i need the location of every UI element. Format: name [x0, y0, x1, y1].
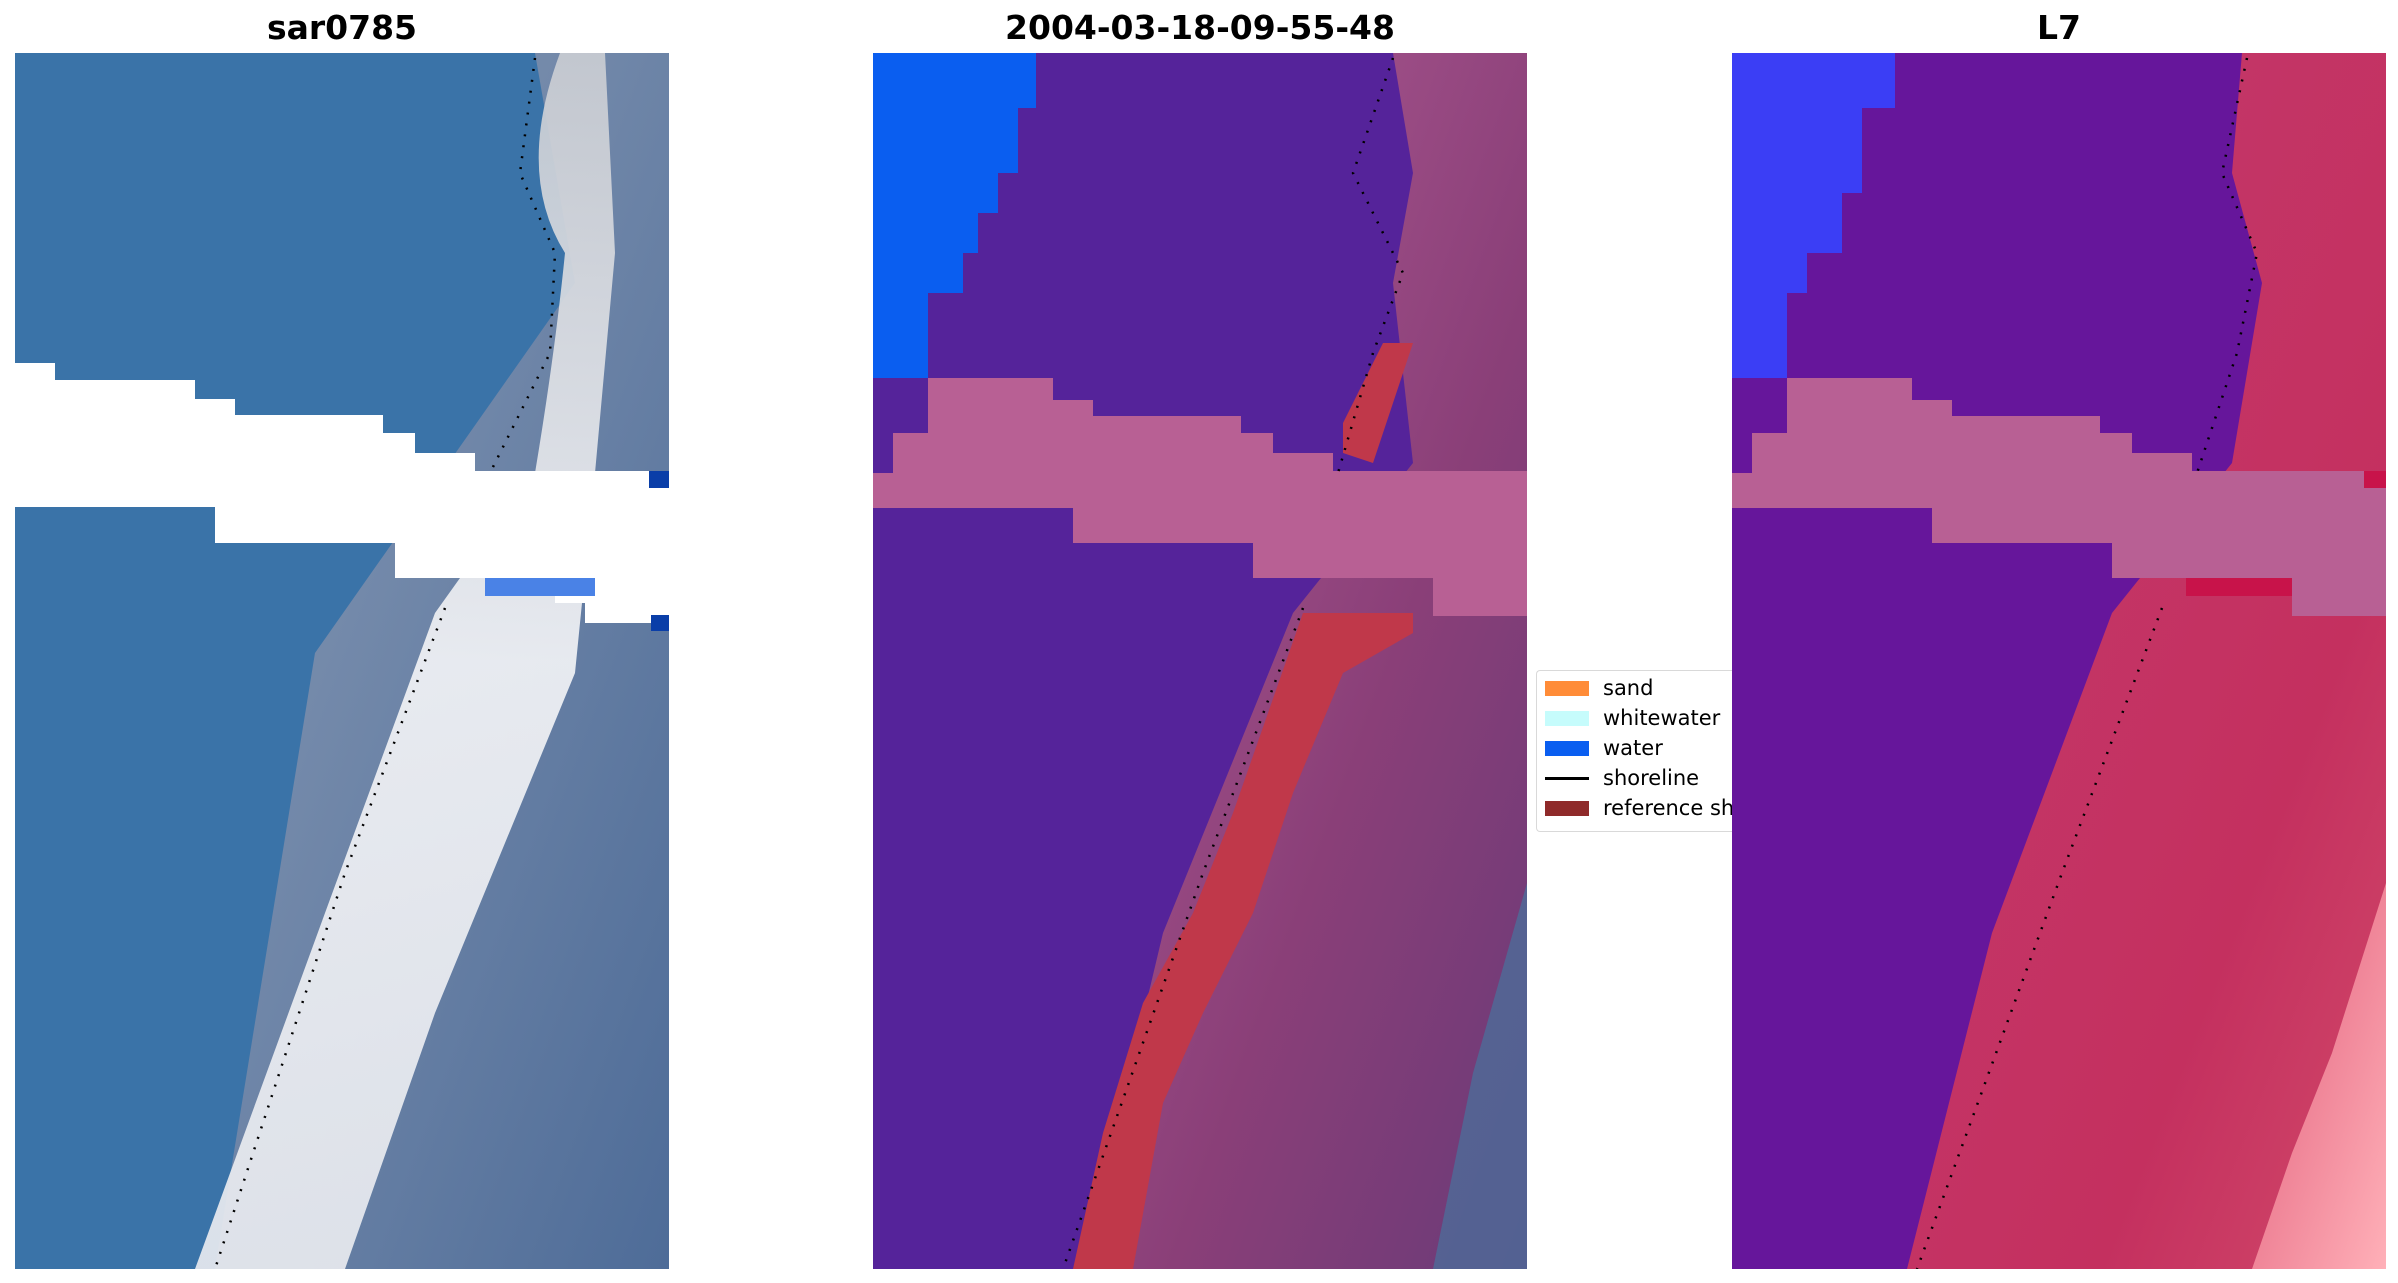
- legend-item-whitewater: whitewater: [1537, 703, 1733, 733]
- index-land-area: [1907, 53, 2386, 1269]
- rgb-dark-patch: [651, 615, 669, 631]
- sand-swatch: [1545, 681, 1589, 696]
- legend-label-reference-shoreline: reference sh: [1603, 796, 1733, 820]
- legend-item-water: water: [1537, 733, 1733, 763]
- legend-item-reference-shoreline: reference sh: [1537, 793, 1733, 823]
- water-swatch: [1545, 741, 1589, 756]
- panel-title-rgb: sar0785: [266, 8, 418, 47]
- classified-image: [873, 53, 1527, 1269]
- index-image: [1732, 53, 2386, 1269]
- reference-shoreline-swatch: [1545, 801, 1589, 816]
- class-blue-area: [873, 53, 1036, 378]
- rgb-image-panel: [15, 53, 669, 1269]
- classified-image-panel: [873, 53, 1527, 1269]
- panel-title-index: L7: [2037, 8, 2081, 47]
- index-band-area: [1732, 378, 2386, 616]
- index-image-panel: [1732, 53, 2386, 1269]
- class-gray-area: [1433, 883, 1527, 1269]
- rgb-shoreline: [213, 57, 557, 1269]
- legend-label-sand: sand: [1603, 676, 1654, 700]
- index-red-patch-top: [2364, 471, 2386, 488]
- class-band-area: [873, 378, 1527, 616]
- index-red-patch: [2186, 578, 2292, 596]
- shoreline-line-sample: [1545, 777, 1589, 780]
- legend-label-water: water: [1603, 736, 1663, 760]
- legend-label-shoreline: shoreline: [1603, 766, 1700, 790]
- legend-label-whitewater: whitewater: [1603, 706, 1721, 730]
- panel-title-classified: 2004-03-18-09-55-48: [1005, 8, 1395, 47]
- rgb-nodata-strip: [15, 363, 669, 623]
- rgb-blue-patch: [485, 578, 595, 596]
- rgb-dark-patch-top: [649, 471, 669, 488]
- rgb-whitewater-band: [195, 53, 615, 1269]
- index-shoreline: [1915, 57, 2259, 1269]
- rgb-image: [15, 53, 669, 1269]
- index-blue-area: [1732, 53, 1895, 378]
- legend-item-sand: sand: [1537, 673, 1733, 703]
- legend: sand whitewater water shoreline referenc…: [1536, 670, 1733, 832]
- index-pink-area: [2252, 883, 2386, 1269]
- whitewater-swatch: [1545, 711, 1589, 726]
- legend-item-shoreline: shoreline: [1537, 763, 1733, 793]
- class-red-area: [1073, 343, 1413, 1269]
